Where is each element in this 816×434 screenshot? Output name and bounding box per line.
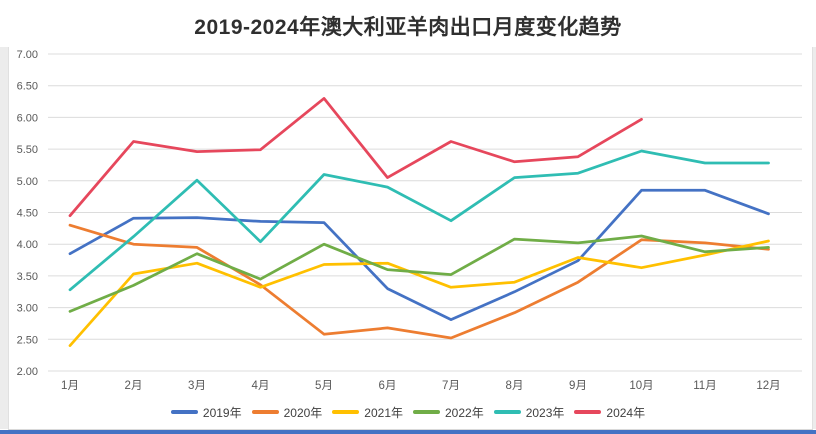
- chart-card-bottom-border: [8, 429, 813, 430]
- y-axis-tick-label: 3.00: [17, 303, 38, 315]
- series-line-2022年: [68, 234, 770, 313]
- y-axis-tick-label: 4.50: [17, 208, 38, 220]
- legend-swatch-2021年: [332, 410, 360, 414]
- legend-swatch-2023年: [493, 410, 521, 414]
- page-left-gutter: [0, 47, 9, 429]
- series-line-2020年: [68, 223, 770, 340]
- legend-swatch-2019年: [170, 410, 198, 414]
- window-bottom-edge: [0, 430, 816, 434]
- x-axis-tick-label: 2月: [125, 380, 143, 392]
- legend-item-2024年: 2024年: [574, 404, 645, 421]
- x-axis-tick-label: 1月: [61, 380, 79, 392]
- y-axis-tick-label: 7.00: [17, 49, 38, 61]
- legend-item-2021年: 2021年: [332, 404, 403, 421]
- legend-item-2023年: 2023年: [493, 404, 565, 421]
- y-axis-tick-label: 6.00: [17, 112, 38, 124]
- legend-label: 2024年: [606, 405, 646, 420]
- y-axis-tick-label: 3.50: [17, 271, 38, 283]
- y-axis-tick-label: 5.00: [17, 176, 38, 188]
- x-axis-tick-label: 12月: [756, 380, 780, 392]
- chart-legend: 2019年 2020年 2021年 2022年 2023年 2024年: [0, 403, 816, 421]
- x-axis-tick-label: 7月: [442, 380, 460, 392]
- legend-label: 2023年: [525, 405, 565, 420]
- y-axis-tick-label: 2.00: [17, 366, 38, 378]
- legend-item-2019年: 2019年: [170, 404, 242, 421]
- x-axis-tick-label: 5月: [315, 380, 333, 392]
- series-line-2019年: [68, 188, 770, 321]
- x-axis-tick-label: 10月: [629, 380, 653, 392]
- x-axis-tick-label: 11月: [693, 380, 716, 392]
- y-axis-tick-label: 4.00: [17, 239, 38, 251]
- legend-item-2022年: 2022年: [413, 404, 484, 421]
- legend-swatch-2024年: [574, 410, 602, 414]
- x-axis-tick-label: 8月: [506, 380, 524, 392]
- legend-swatch-2022年: [413, 410, 440, 414]
- legend-swatch-2020年: [251, 410, 279, 414]
- legend-label: 2020年: [283, 405, 323, 420]
- x-axis-tick-label: 6月: [379, 380, 397, 392]
- y-axis-tick-label: 6.50: [17, 81, 38, 93]
- page-right-gutter: [812, 47, 816, 429]
- y-axis-tick-label: 5.50: [17, 144, 38, 156]
- legend-label: 2021年: [364, 405, 403, 420]
- series-line-2023年: [68, 149, 770, 292]
- series-line-2024年: [68, 97, 643, 218]
- legend-label: 2022年: [445, 405, 484, 420]
- x-axis-tick-label: 3月: [188, 380, 206, 392]
- series-line-2021年: [68, 239, 770, 347]
- x-axis-tick-label: 9月: [569, 380, 587, 392]
- chart-title: 2019-2024年澳大利亚羊肉出口月度变化趋势: [194, 16, 622, 39]
- y-axis-tick-label: 2.50: [17, 334, 38, 346]
- legend-label: 2019年: [202, 405, 242, 420]
- legend-item-2020年: 2020年: [251, 404, 323, 421]
- x-axis-tick-label: 4月: [252, 380, 270, 392]
